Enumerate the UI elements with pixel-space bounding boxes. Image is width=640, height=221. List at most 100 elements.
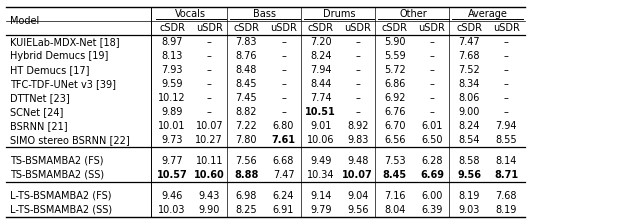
Text: 9.03: 9.03: [458, 205, 480, 215]
Text: 7.22: 7.22: [236, 121, 257, 131]
Text: 7.68: 7.68: [495, 191, 517, 201]
Text: 6.00: 6.00: [421, 191, 443, 201]
Text: 6.39: 6.39: [421, 205, 443, 215]
Text: TFC-TDF-UNet v3 [39]: TFC-TDF-UNet v3 [39]: [10, 79, 116, 89]
Text: 8.54: 8.54: [458, 135, 480, 145]
Text: 6.86: 6.86: [384, 79, 406, 89]
Text: 8.04: 8.04: [384, 205, 406, 215]
Text: 5.59: 5.59: [384, 51, 406, 61]
Text: 6.68: 6.68: [273, 156, 294, 166]
Text: L-TS-BSMAMBA2 (FS): L-TS-BSMAMBA2 (FS): [10, 191, 111, 201]
Text: 9.79: 9.79: [310, 205, 332, 215]
Text: cSDR: cSDR: [159, 23, 185, 33]
Text: TS-BSMAMBA2 (FS): TS-BSMAMBA2 (FS): [10, 156, 103, 166]
Text: 8.44: 8.44: [310, 79, 332, 89]
Text: 10.34: 10.34: [307, 170, 334, 180]
Text: SCNet [24]: SCNet [24]: [10, 107, 63, 117]
Text: 6.80: 6.80: [273, 121, 294, 131]
Text: 6.98: 6.98: [236, 191, 257, 201]
Text: 6.28: 6.28: [421, 156, 443, 166]
Text: 7.47: 7.47: [458, 37, 480, 47]
Text: –: –: [207, 51, 212, 61]
Text: uSDR: uSDR: [270, 23, 297, 33]
Text: DTTNet [23]: DTTNet [23]: [10, 93, 69, 103]
Text: 10.11: 10.11: [196, 156, 223, 166]
Text: 5.90: 5.90: [384, 37, 406, 47]
Text: 6.50: 6.50: [421, 135, 443, 145]
Text: 10.07: 10.07: [195, 121, 223, 131]
Text: 7.47: 7.47: [273, 170, 294, 180]
Text: –: –: [355, 79, 360, 89]
Text: 9.01: 9.01: [310, 121, 332, 131]
Text: 9.04: 9.04: [347, 191, 369, 201]
Text: 8.71: 8.71: [494, 170, 518, 180]
Text: 8.24: 8.24: [310, 51, 332, 61]
Text: Drums: Drums: [323, 9, 355, 19]
Text: 9.56: 9.56: [347, 205, 369, 215]
Text: –: –: [281, 65, 286, 75]
Text: 8.76: 8.76: [236, 51, 257, 61]
Text: –: –: [355, 65, 360, 75]
Text: 8.25: 8.25: [236, 205, 257, 215]
Text: –: –: [355, 51, 360, 61]
Text: 8.97: 8.97: [161, 37, 183, 47]
Text: Model: Model: [10, 16, 39, 26]
Text: 8.45: 8.45: [383, 170, 407, 180]
Text: 8.34: 8.34: [458, 79, 480, 89]
Text: L-TS-BSMAMBA2 (SS): L-TS-BSMAMBA2 (SS): [10, 205, 112, 215]
Text: 8.19: 8.19: [495, 205, 517, 215]
Text: 9.48: 9.48: [347, 156, 369, 166]
Text: 9.43: 9.43: [198, 191, 220, 201]
Text: 10.12: 10.12: [158, 93, 186, 103]
Text: 8.92: 8.92: [347, 121, 369, 131]
Text: 5.72: 5.72: [384, 65, 406, 75]
Text: uSDR: uSDR: [344, 23, 371, 33]
Text: 9.83: 9.83: [347, 135, 369, 145]
Text: –: –: [429, 79, 435, 89]
Text: –: –: [281, 93, 286, 103]
Text: 7.93: 7.93: [161, 65, 183, 75]
Text: 9.46: 9.46: [161, 191, 183, 201]
Text: 9.49: 9.49: [310, 156, 332, 166]
Text: 10.01: 10.01: [159, 121, 186, 131]
Text: 9.00: 9.00: [458, 107, 480, 117]
Text: 8.06: 8.06: [458, 93, 480, 103]
Text: –: –: [281, 107, 286, 117]
Text: 6.91: 6.91: [273, 205, 294, 215]
Text: BSRNN [21]: BSRNN [21]: [10, 121, 67, 131]
Text: 8.88: 8.88: [234, 170, 259, 180]
Text: 6.24: 6.24: [273, 191, 294, 201]
Text: cSDR: cSDR: [308, 23, 333, 33]
Text: TS-BSMAMBA2 (SS): TS-BSMAMBA2 (SS): [10, 170, 104, 180]
Text: 7.56: 7.56: [236, 156, 257, 166]
Text: cSDR: cSDR: [382, 23, 408, 33]
Text: –: –: [429, 37, 435, 47]
Text: 6.56: 6.56: [384, 135, 406, 145]
Text: 6.01: 6.01: [421, 121, 443, 131]
Text: 9.14: 9.14: [310, 191, 332, 201]
Text: 9.73: 9.73: [161, 135, 183, 145]
Text: 8.82: 8.82: [236, 107, 257, 117]
Text: Average: Average: [468, 9, 508, 19]
Text: 10.06: 10.06: [307, 135, 334, 145]
Text: uSDR: uSDR: [419, 23, 445, 33]
Text: 8.19: 8.19: [458, 191, 480, 201]
Text: –: –: [207, 79, 212, 89]
Text: –: –: [355, 107, 360, 117]
Text: 8.14: 8.14: [495, 156, 517, 166]
Text: 7.16: 7.16: [384, 191, 406, 201]
Text: –: –: [207, 107, 212, 117]
Text: 7.45: 7.45: [236, 93, 257, 103]
Text: 6.69: 6.69: [420, 170, 444, 180]
Text: –: –: [207, 37, 212, 47]
Text: cSDR: cSDR: [456, 23, 482, 33]
Text: SIMO stereo BSRNN [22]: SIMO stereo BSRNN [22]: [10, 135, 129, 145]
Text: –: –: [207, 93, 212, 103]
Text: 9.56: 9.56: [457, 170, 481, 180]
Text: KUIELab-MDX-Net [18]: KUIELab-MDX-Net [18]: [10, 37, 119, 47]
Text: 9.59: 9.59: [161, 79, 183, 89]
Text: –: –: [429, 51, 435, 61]
Text: 10.07: 10.07: [342, 170, 373, 180]
Text: 6.92: 6.92: [384, 93, 406, 103]
Text: 7.80: 7.80: [236, 135, 257, 145]
